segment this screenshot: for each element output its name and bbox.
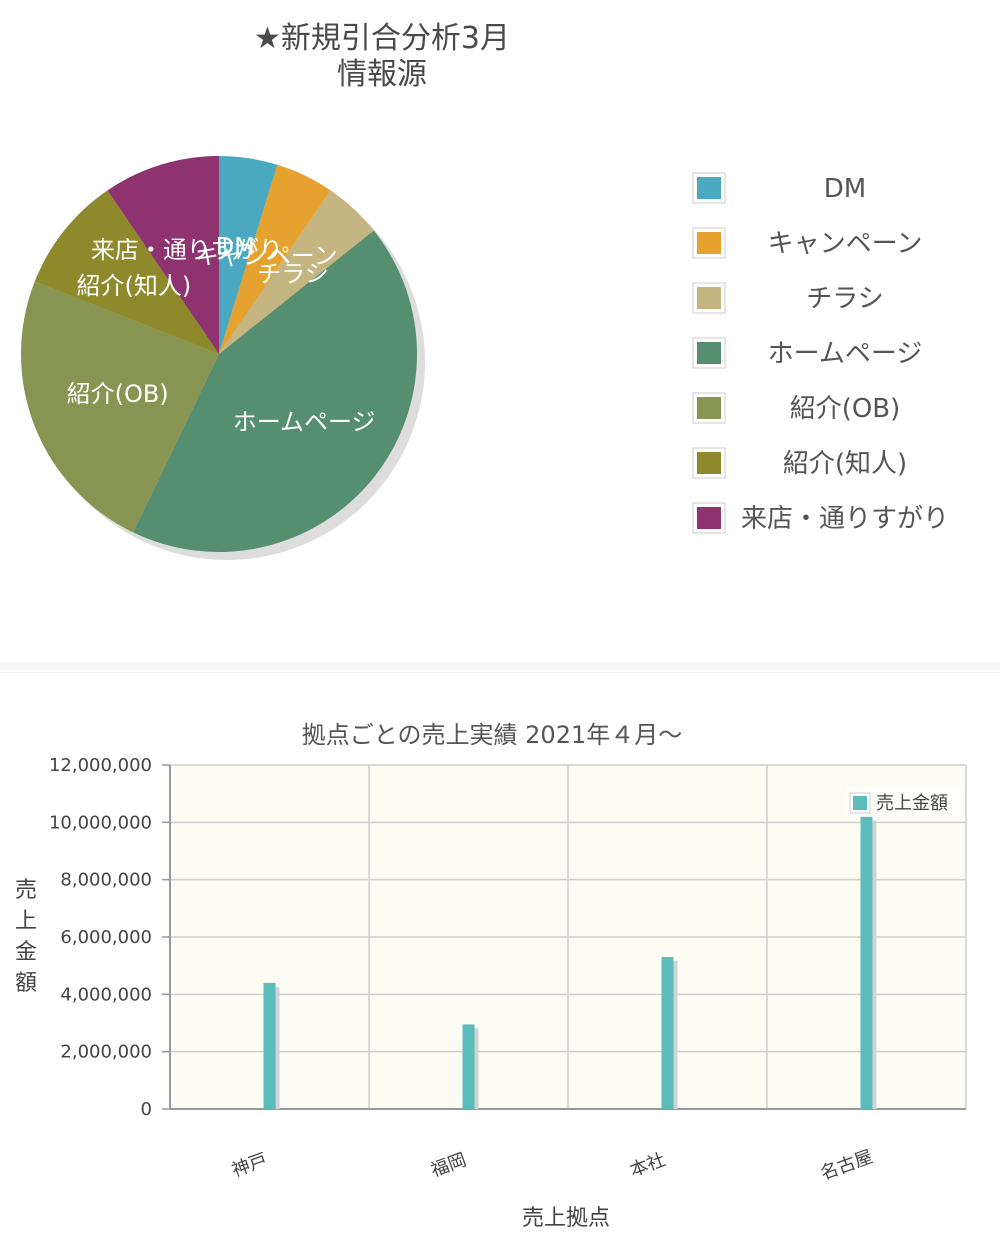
legend-swatch [697,287,721,309]
bar-3[interactable] [661,957,674,1109]
pie-slice-label: 紹介(知人) [76,272,191,300]
legend-label[interactable]: 売上金額 [876,793,948,814]
legend-swatch [697,452,721,474]
panel-divider [0,662,1000,670]
pie-slice-4[interactable] [133,230,418,553]
pie-slice-label: チラシ [257,260,329,288]
x-axis-label: 売上拠点 [522,1206,610,1231]
bar-2[interactable] [462,1024,475,1109]
y-tick-label: 0 [141,1099,152,1120]
y-tick-label: 4,000,000 [60,984,152,1005]
bar-chart-panel: 拠点ごとの売上実績 2021年４月～ 0 2,000,000 4,000,000 6,0… [0,672,1000,1241]
x-tick-label: 名古屋 [818,1146,876,1184]
pie-slice-5[interactable] [20,281,220,533]
pie-slice-3[interactable] [219,190,374,354]
x-tick-label: 本社 [627,1149,668,1181]
y-axis-label: 売上金額 [15,878,37,996]
x-tick-label: 福岡 [428,1149,469,1181]
pie-title: ★新規引合分析3月 [254,21,510,56]
pie-slice-label: 紹介(OB) [67,380,169,408]
y-tick-label: 12,000,000 [49,755,152,776]
legend-label[interactable]: キャンペーン [768,229,923,259]
pie-slice-label: 来店・通りすがり [91,236,283,264]
y-tick-label: 10,000,000 [49,812,152,833]
pie-slice-label: ホームページ [233,408,376,436]
legend-label[interactable]: ホームページ [768,339,923,369]
legend-label[interactable]: 来店・通りすがり [741,504,949,534]
pie-slice-1[interactable] [219,156,278,354]
pie-slice-label: DM [216,232,255,260]
legend-swatch [697,397,721,419]
pie-slice-label: キャンペーン [195,242,338,270]
legend-swatch [697,177,721,199]
y-tick-label: 2,000,000 [60,1042,152,1063]
x-tick-label: 神戸 [229,1149,270,1181]
pie-chart-panel: ★新規引合分析3月 情報源 DM キャンペーン チラシ ホームページ 紹介(OB) 紹介(知人… [20,21,950,560]
pie-slice-6[interactable] [34,190,219,354]
legend-label[interactable]: 紹介(OB) [790,394,901,424]
bar-title: 拠点ごとの売上実績 2021年４月～ [302,721,682,749]
legend-swatch [697,507,721,529]
legend-label[interactable]: 紹介(知人) [783,449,907,479]
pie-subtitle: 情報源 [337,57,427,92]
bar-4[interactable] [860,816,873,1109]
legend-swatch [697,342,721,364]
pie-slice-2[interactable] [219,164,331,354]
legend-swatch [697,232,721,254]
pie-slice-7[interactable] [107,156,219,354]
bar-1[interactable] [263,982,276,1109]
y-tick-label: 8,000,000 [60,870,152,891]
pie-chart: ★新規引合分析3月情報源DMキャンペーンチラシホームページ紹介(OB)紹介(知人… [20,21,949,560]
legend-swatch [853,796,867,810]
legend-label[interactable]: チラシ [806,284,883,314]
bar-legend: 売上金額 [845,787,963,817]
legend-label[interactable]: DM [824,174,866,204]
bar-chart: 拠点ごとの売上実績 2021年４月～ 0 2,000,000 4,000,000 6,0… [15,721,967,1231]
y-tick-label: 6,000,000 [60,927,152,948]
